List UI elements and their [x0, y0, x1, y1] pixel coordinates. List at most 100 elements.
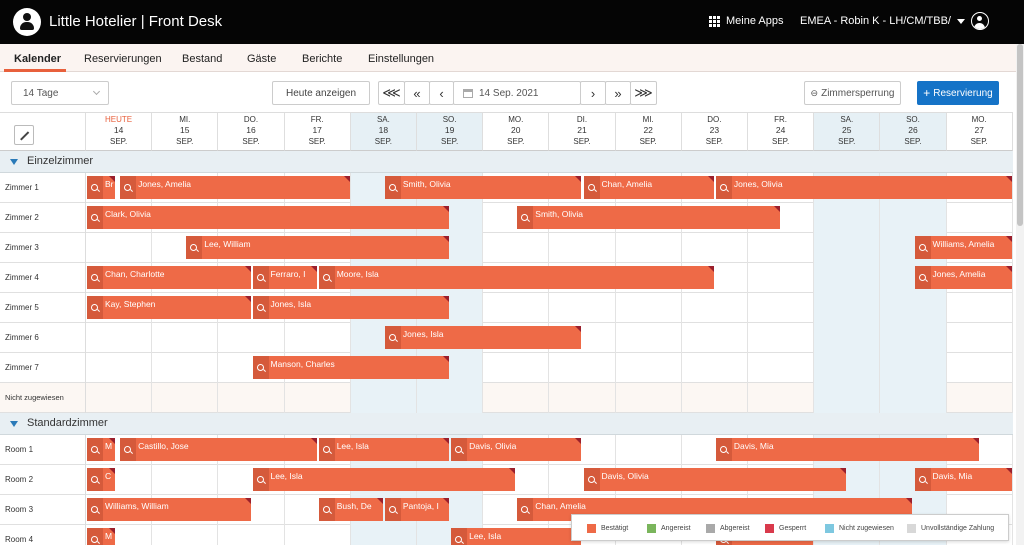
day-cell[interactable] — [616, 435, 682, 465]
search-icon[interactable] — [120, 438, 137, 461]
booking-bar[interactable]: Castillo, Jose — [120, 438, 317, 461]
day-cell[interactable] — [616, 323, 682, 353]
search-icon[interactable] — [318, 498, 335, 521]
user-profile-icon[interactable] — [971, 12, 989, 30]
day-cell[interactable] — [483, 465, 550, 495]
day-header[interactable]: MO. 20 SEP. — [483, 112, 550, 151]
search-icon[interactable] — [583, 176, 600, 199]
day-cell[interactable] — [350, 525, 417, 545]
day-cell[interactable] — [814, 293, 881, 323]
day-cell[interactable] — [814, 233, 881, 263]
search-icon[interactable] — [318, 266, 335, 289]
search-icon[interactable] — [451, 528, 468, 545]
day-cell[interactable] — [616, 233, 682, 263]
day-cell[interactable] — [947, 383, 1013, 413]
show-today-button[interactable]: Heute anzeigen — [272, 81, 370, 105]
booking-bar[interactable]: Smith, Olivia — [517, 206, 781, 229]
booking-bar[interactable]: Lee, Isla — [318, 438, 450, 461]
booking-bar[interactable]: Pantoja, I — [384, 498, 450, 521]
booking-bar[interactable]: Kay, Stephen — [87, 296, 251, 319]
day-cell[interactable] — [549, 233, 616, 263]
day-cell[interactable] — [880, 203, 947, 233]
day-cell[interactable] — [814, 203, 881, 233]
vertical-scrollbar[interactable] — [1016, 44, 1024, 545]
day-cell[interactable] — [86, 465, 153, 495]
day-cell[interactable] — [549, 435, 616, 465]
booking-bar[interactable]: Davis, Olivia — [583, 468, 847, 491]
day-header[interactable]: FR. 17 SEP. — [284, 112, 351, 151]
booking-bar[interactable]: M — [87, 528, 115, 545]
tab-settings[interactable]: Einstellungen — [368, 53, 435, 65]
day-cell[interactable] — [947, 263, 1013, 293]
day-cell[interactable] — [947, 233, 1013, 263]
day-header[interactable]: DO. 16 SEP. — [218, 112, 285, 151]
date-picker[interactable]: 14 Sep. 2021 — [453, 81, 581, 105]
day-cell[interactable] — [814, 263, 881, 293]
day-cell[interactable] — [947, 203, 1013, 233]
search-icon[interactable] — [252, 468, 269, 491]
search-icon[interactable] — [87, 438, 103, 461]
day-header[interactable]: HEUTE 14 SEP. — [86, 112, 153, 151]
day-cell[interactable] — [152, 353, 219, 383]
search-icon[interactable] — [914, 236, 931, 259]
day-cell[interactable] — [748, 233, 815, 263]
day-cell[interactable] — [549, 353, 616, 383]
day-cell[interactable] — [285, 383, 351, 413]
day-cell[interactable] — [814, 383, 881, 413]
booking-bar[interactable]: Moore, Isla — [318, 266, 714, 289]
day-cell[interactable] — [814, 323, 881, 353]
day-cell[interactable] — [682, 293, 748, 323]
day-cell[interactable] — [86, 353, 153, 383]
day-cell[interactable] — [483, 353, 550, 383]
forward-two-weeks-button[interactable]: ⋙ — [630, 81, 657, 105]
booking-bar[interactable]: Br — [87, 176, 115, 199]
search-icon[interactable] — [252, 266, 269, 289]
day-cell[interactable] — [748, 323, 815, 353]
day-header[interactable]: DI. 21 SEP. — [549, 112, 616, 151]
new-reservation-button[interactable]: + Reservierung — [917, 81, 999, 105]
search-icon[interactable] — [384, 498, 401, 521]
search-icon[interactable] — [87, 468, 103, 491]
day-cell[interactable] — [682, 323, 748, 353]
day-header[interactable]: SO. 26 SEP. — [880, 112, 947, 151]
day-cell[interactable] — [86, 323, 153, 353]
room-block-button[interactable]: ⊖ Zimmersperrung — [804, 81, 901, 105]
search-icon[interactable] — [87, 498, 103, 521]
booking-bar[interactable]: Lee, Isla — [451, 528, 582, 545]
day-cell[interactable] — [483, 233, 550, 263]
day-cell[interactable] — [285, 173, 351, 203]
day-cell[interactable] — [218, 495, 285, 525]
day-cell[interactable] — [748, 263, 815, 293]
day-cell[interactable] — [880, 293, 947, 323]
day-cell[interactable] — [682, 233, 748, 263]
booking-bar[interactable]: Jones, Amelia — [120, 176, 350, 199]
day-header[interactable]: MI. 22 SEP. — [615, 112, 682, 151]
tab-inventory[interactable]: Bestand — [182, 53, 223, 65]
hotelier-logo-icon[interactable] — [13, 8, 41, 36]
booking-bar[interactable]: Clark, Olivia — [87, 206, 450, 229]
day-cell[interactable] — [616, 383, 682, 413]
tab-reservations[interactable]: Reservierungen — [84, 53, 162, 65]
day-cell[interactable] — [947, 435, 1013, 465]
day-cell[interactable] — [86, 525, 153, 545]
day-cell[interactable] — [748, 203, 815, 233]
booking-bar[interactable]: Jones, Isla — [252, 296, 450, 319]
search-icon[interactable] — [87, 528, 103, 545]
day-cell[interactable] — [682, 383, 748, 413]
day-cell[interactable] — [483, 293, 550, 323]
search-icon[interactable] — [517, 206, 534, 229]
booking-bar[interactable]: C — [87, 468, 115, 491]
day-cell[interactable] — [549, 323, 616, 353]
forward-week-button[interactable]: » — [605, 81, 631, 105]
search-icon[interactable] — [252, 356, 269, 379]
day-header[interactable]: FR. 24 SEP. — [748, 112, 815, 151]
forward-day-button[interactable]: › — [580, 81, 606, 105]
booking-bar[interactable]: Bush, De — [318, 498, 383, 521]
collapse-arrows-icon[interactable] — [14, 125, 34, 145]
search-icon[interactable] — [451, 438, 468, 461]
day-cell[interactable] — [947, 173, 1013, 203]
search-icon[interactable] — [583, 468, 600, 491]
tab-calendar[interactable]: Kalender — [14, 53, 62, 65]
booking-bar[interactable]: Jones, Amelia — [914, 266, 1012, 289]
day-cell[interactable] — [682, 263, 748, 293]
